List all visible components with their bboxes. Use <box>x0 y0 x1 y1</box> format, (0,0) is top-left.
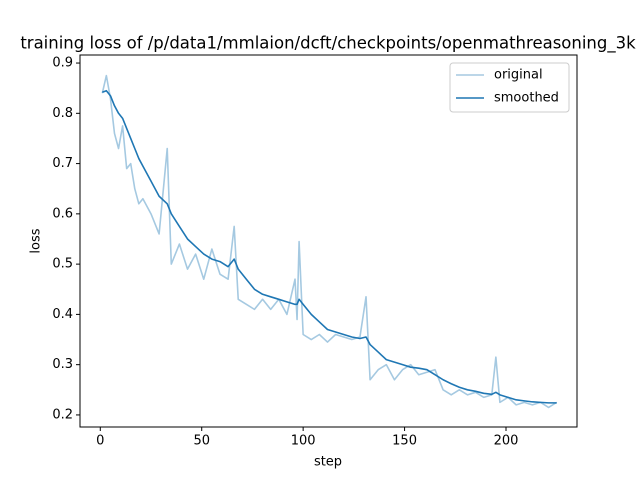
x-tick-label: 200 <box>494 434 519 449</box>
y-tick-label: 0.9 <box>52 56 73 71</box>
x-tick-label: 0 <box>96 434 104 449</box>
x-tick-label: 50 <box>193 434 210 449</box>
legend-box <box>449 62 570 113</box>
series-line <box>102 89 557 404</box>
series-line <box>101 74 558 409</box>
y-tick-label: 0.2 <box>52 407 73 422</box>
y-tick-label: 0.6 <box>52 206 73 221</box>
y-axis-label: loss <box>29 228 44 253</box>
y-tick-label: 0.3 <box>52 357 73 372</box>
chart-title: training loss of /p/data1/mmlaion/dcft/c… <box>20 34 636 54</box>
y-tick-label: 0.5 <box>52 257 73 272</box>
plot-frame <box>79 54 578 428</box>
y-tick-label: 0.7 <box>52 156 73 171</box>
y-tick-label: 0.8 <box>52 106 73 121</box>
legend-label: original <box>494 68 543 83</box>
x-tick-label: 150 <box>392 434 417 449</box>
legend-label: smoothed <box>494 91 559 106</box>
y-tick-label: 0.4 <box>52 307 73 322</box>
x-tick-label: 100 <box>291 434 316 449</box>
x-axis-label: step <box>314 455 342 470</box>
